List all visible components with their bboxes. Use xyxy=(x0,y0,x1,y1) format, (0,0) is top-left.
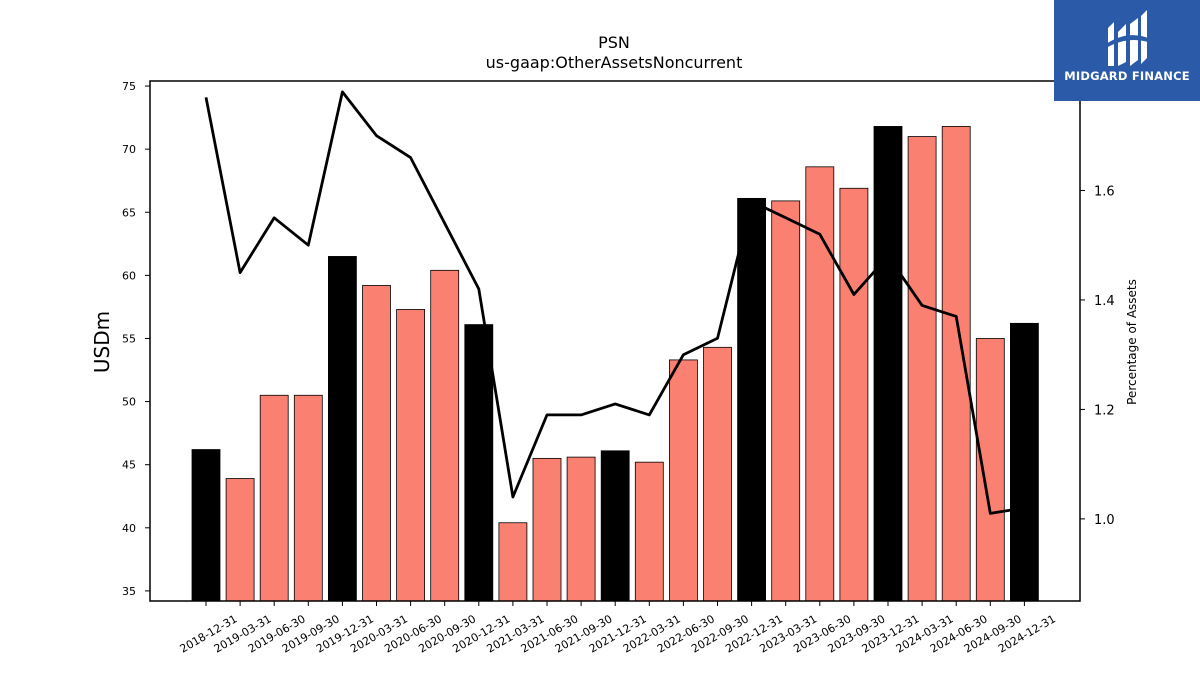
bar-2024-03-31 xyxy=(907,136,937,602)
bar-2021-06-30 xyxy=(532,457,562,602)
y-tick-label: 50 xyxy=(122,396,136,409)
bar-2022-03-31 xyxy=(634,461,664,602)
y-axis-label: USDm xyxy=(90,311,114,373)
y2-tick-label: 1.2 xyxy=(1094,403,1115,418)
bar-2018-12-31 xyxy=(191,449,221,602)
bar-2019-03-31 xyxy=(225,478,255,602)
bar-2023-09-30 xyxy=(839,187,869,602)
bar-2019-09-30 xyxy=(293,394,323,602)
brand-logo: MIDGARD FINANCE xyxy=(1054,0,1200,101)
y-tick-label: 55 xyxy=(122,332,136,345)
y2-axis-label: Percentage of Assets xyxy=(1125,279,1139,405)
bar-2020-09-30 xyxy=(430,269,460,602)
logo-mark-icon xyxy=(1106,10,1148,66)
chart-subtitle: us-gaap:OtherAssetsNoncurrent xyxy=(486,53,743,72)
y-tick-label: 75 xyxy=(122,80,136,93)
y-tick-label: 40 xyxy=(122,522,136,535)
bar-2019-12-31 xyxy=(327,256,357,602)
bar-2021-12-31 xyxy=(600,450,630,602)
y-tick-label: 60 xyxy=(122,269,136,282)
y2-tick-label: 1.6 xyxy=(1094,184,1115,199)
chart-title: PSN xyxy=(598,33,630,52)
y-tick-label: 70 xyxy=(122,143,136,156)
bar-2024-06-30 xyxy=(941,126,971,602)
bar-2020-06-30 xyxy=(396,309,426,602)
y-tick-label: 35 xyxy=(122,585,136,598)
bar-2022-12-31 xyxy=(737,197,766,602)
bar-2021-09-30 xyxy=(566,456,596,602)
bar-2020-12-31 xyxy=(464,324,494,602)
bar-2022-09-30 xyxy=(703,346,732,602)
bars-group xyxy=(191,126,1039,602)
y-tick-label: 65 xyxy=(122,206,136,219)
y-tick-label: 45 xyxy=(122,459,136,472)
line-layer xyxy=(204,90,1025,515)
bar-2022-06-30 xyxy=(669,359,698,602)
bar-2023-06-30 xyxy=(805,166,835,602)
bar-2024-12-31 xyxy=(1010,322,1039,602)
logo-text: MIDGARD FINANCE xyxy=(1064,69,1190,83)
percentage-line xyxy=(204,90,1025,515)
bar-2021-03-31 xyxy=(498,522,528,602)
y2-tick-label: 1.0 xyxy=(1094,513,1115,528)
bar-2019-06-30 xyxy=(259,394,289,602)
y2-tick-label: 1.4 xyxy=(1094,294,1115,309)
bar-2024-09-30 xyxy=(975,338,1005,602)
bar-2023-03-31 xyxy=(771,200,801,602)
bar-2023-12-31 xyxy=(873,126,903,602)
bar-2020-03-31 xyxy=(362,285,391,602)
